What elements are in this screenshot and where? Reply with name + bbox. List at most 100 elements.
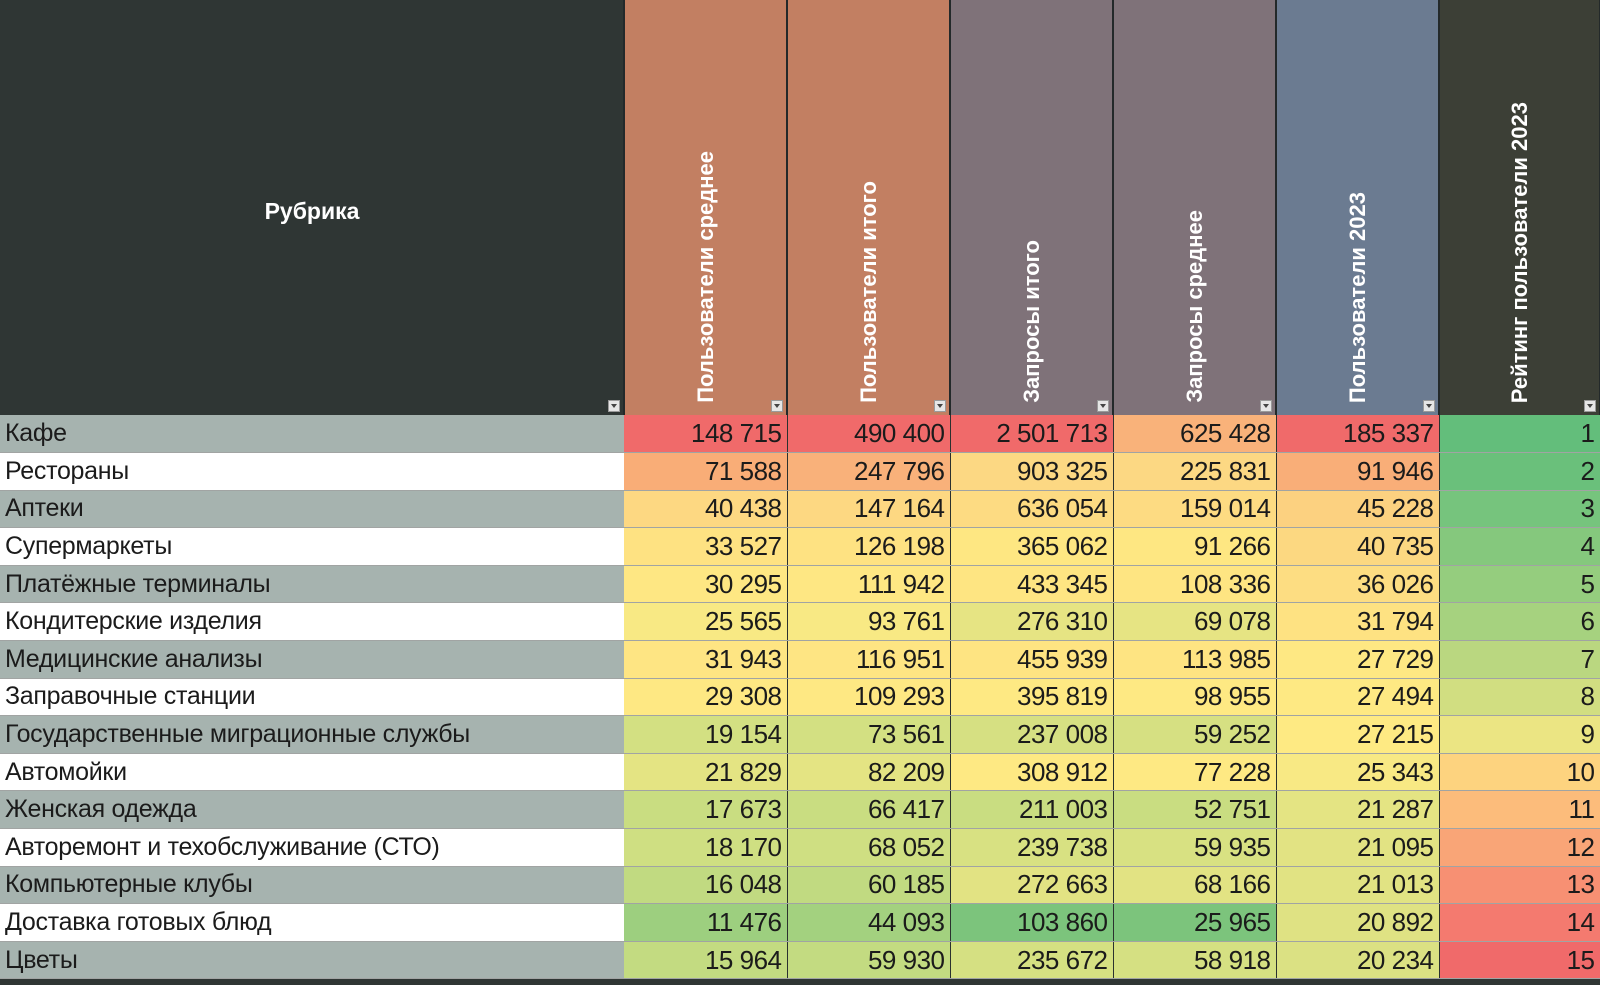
value-cell[interactable]: 111 942 [787,565,951,604]
value-cell[interactable]: 40 735 [1276,527,1440,566]
value-cell[interactable]: 395 819 [950,678,1114,717]
value-cell[interactable]: 126 198 [787,527,951,566]
value-cell[interactable]: 93 761 [787,602,951,642]
rubric-cell[interactable]: Супермаркеты [0,527,624,566]
rubric-cell[interactable]: Аптеки [0,490,624,529]
value-cell[interactable]: 11 [1439,790,1600,830]
value-cell[interactable]: 25 565 [624,602,788,642]
value-cell[interactable]: 27 494 [1276,678,1440,717]
filter-dropdown-icon[interactable] [608,400,620,412]
value-cell[interactable]: 455 939 [950,640,1114,679]
value-cell[interactable]: 625 428 [1113,415,1277,454]
rubric-cell[interactable]: Доставка готовых блюд [0,903,624,942]
value-cell[interactable]: 636 054 [950,490,1114,529]
value-cell[interactable]: 113 985 [1113,640,1277,679]
value-cell[interactable]: 21 095 [1276,828,1440,867]
value-cell[interactable]: 103 860 [950,903,1114,942]
rubric-cell[interactable]: Платёжные терминалы [0,565,624,604]
value-cell[interactable]: 225 831 [1113,452,1277,491]
value-cell[interactable]: 235 672 [950,941,1114,980]
value-cell[interactable]: 108 336 [1113,565,1277,604]
rubric-cell[interactable]: Автомойки [0,753,624,792]
value-cell[interactable]: 272 663 [950,866,1114,905]
value-cell[interactable]: 6 [1439,602,1600,642]
value-cell[interactable]: 20 892 [1276,903,1440,942]
value-cell[interactable]: 3 [1439,490,1600,529]
value-cell[interactable]: 71 588 [624,452,788,491]
rubric-cell[interactable]: Заправочные станции [0,678,624,717]
value-cell[interactable]: 45 228 [1276,490,1440,529]
value-cell[interactable]: 5 [1439,565,1600,604]
value-cell[interactable]: 29 308 [624,678,788,717]
value-cell[interactable]: 13 [1439,866,1600,905]
value-cell[interactable]: 237 008 [950,715,1114,754]
rubric-cell[interactable]: Государственные миграционные службы [0,715,624,754]
value-cell[interactable]: 4 [1439,527,1600,566]
value-cell[interactable]: 25 343 [1276,753,1440,792]
value-cell[interactable]: 52 751 [1113,790,1277,830]
rubric-cell[interactable]: Цветы [0,941,624,980]
value-cell[interactable]: 44 093 [787,903,951,942]
value-cell[interactable]: 33 527 [624,527,788,566]
value-cell[interactable]: 68 166 [1113,866,1277,905]
value-cell[interactable]: 109 293 [787,678,951,717]
value-cell[interactable]: 30 295 [624,565,788,604]
value-cell[interactable]: 2 501 713 [950,415,1114,454]
value-cell[interactable]: 91 946 [1276,452,1440,491]
value-cell[interactable]: 18 170 [624,828,788,867]
filter-dropdown-icon[interactable] [1260,400,1272,412]
value-cell[interactable]: 159 014 [1113,490,1277,529]
value-cell[interactable]: 21 013 [1276,866,1440,905]
filter-dropdown-icon[interactable] [934,400,946,412]
rubric-cell[interactable]: Компьютерные клубы [0,866,624,905]
value-cell[interactable]: 66 417 [787,790,951,830]
value-cell[interactable]: 36 026 [1276,565,1440,604]
value-cell[interactable]: 276 310 [950,602,1114,642]
filter-dropdown-icon[interactable] [1423,400,1435,412]
filter-dropdown-icon[interactable] [1097,400,1109,412]
value-cell[interactable]: 308 912 [950,753,1114,792]
value-cell[interactable]: 82 209 [787,753,951,792]
value-cell[interactable]: 15 964 [624,941,788,980]
value-cell[interactable]: 15 [1439,941,1600,980]
value-cell[interactable]: 16 048 [624,866,788,905]
value-cell[interactable]: 25 965 [1113,903,1277,942]
rubric-cell[interactable]: Женская одежда [0,790,624,830]
value-cell[interactable]: 211 003 [950,790,1114,830]
rubric-cell[interactable]: Кондитерские изделия [0,602,624,642]
filter-dropdown-icon[interactable] [1584,400,1596,412]
value-cell[interactable]: 59 935 [1113,828,1277,867]
value-cell[interactable]: 21 287 [1276,790,1440,830]
value-cell[interactable]: 69 078 [1113,602,1277,642]
value-cell[interactable]: 239 738 [950,828,1114,867]
value-cell[interactable]: 91 266 [1113,527,1277,566]
value-cell[interactable]: 14 [1439,903,1600,942]
value-cell[interactable]: 10 [1439,753,1600,792]
value-cell[interactable]: 185 337 [1276,415,1440,454]
value-cell[interactable]: 27 215 [1276,715,1440,754]
value-cell[interactable]: 247 796 [787,452,951,491]
value-cell[interactable]: 2 [1439,452,1600,491]
value-cell[interactable]: 903 325 [950,452,1114,491]
value-cell[interactable]: 68 052 [787,828,951,867]
value-cell[interactable]: 1 [1439,415,1600,454]
rubric-cell[interactable]: Медицинские анализы [0,640,624,679]
value-cell[interactable]: 7 [1439,640,1600,679]
value-cell[interactable]: 12 [1439,828,1600,867]
rubric-cell[interactable]: Кафе [0,415,624,454]
value-cell[interactable]: 8 [1439,678,1600,717]
value-cell[interactable]: 19 154 [624,715,788,754]
filter-dropdown-icon[interactable] [771,400,783,412]
value-cell[interactable]: 20 234 [1276,941,1440,980]
value-cell[interactable]: 77 228 [1113,753,1277,792]
rubric-cell[interactable]: Рестораны [0,452,624,491]
value-cell[interactable]: 147 164 [787,490,951,529]
value-cell[interactable]: 59 930 [787,941,951,980]
value-cell[interactable]: 11 476 [624,903,788,942]
value-cell[interactable]: 31 943 [624,640,788,679]
value-cell[interactable]: 73 561 [787,715,951,754]
rubric-cell[interactable]: Авторемонт и техобслуживание (СТО) [0,828,624,867]
value-cell[interactable]: 60 185 [787,866,951,905]
value-cell[interactable]: 148 715 [624,415,788,454]
value-cell[interactable]: 40 438 [624,490,788,529]
